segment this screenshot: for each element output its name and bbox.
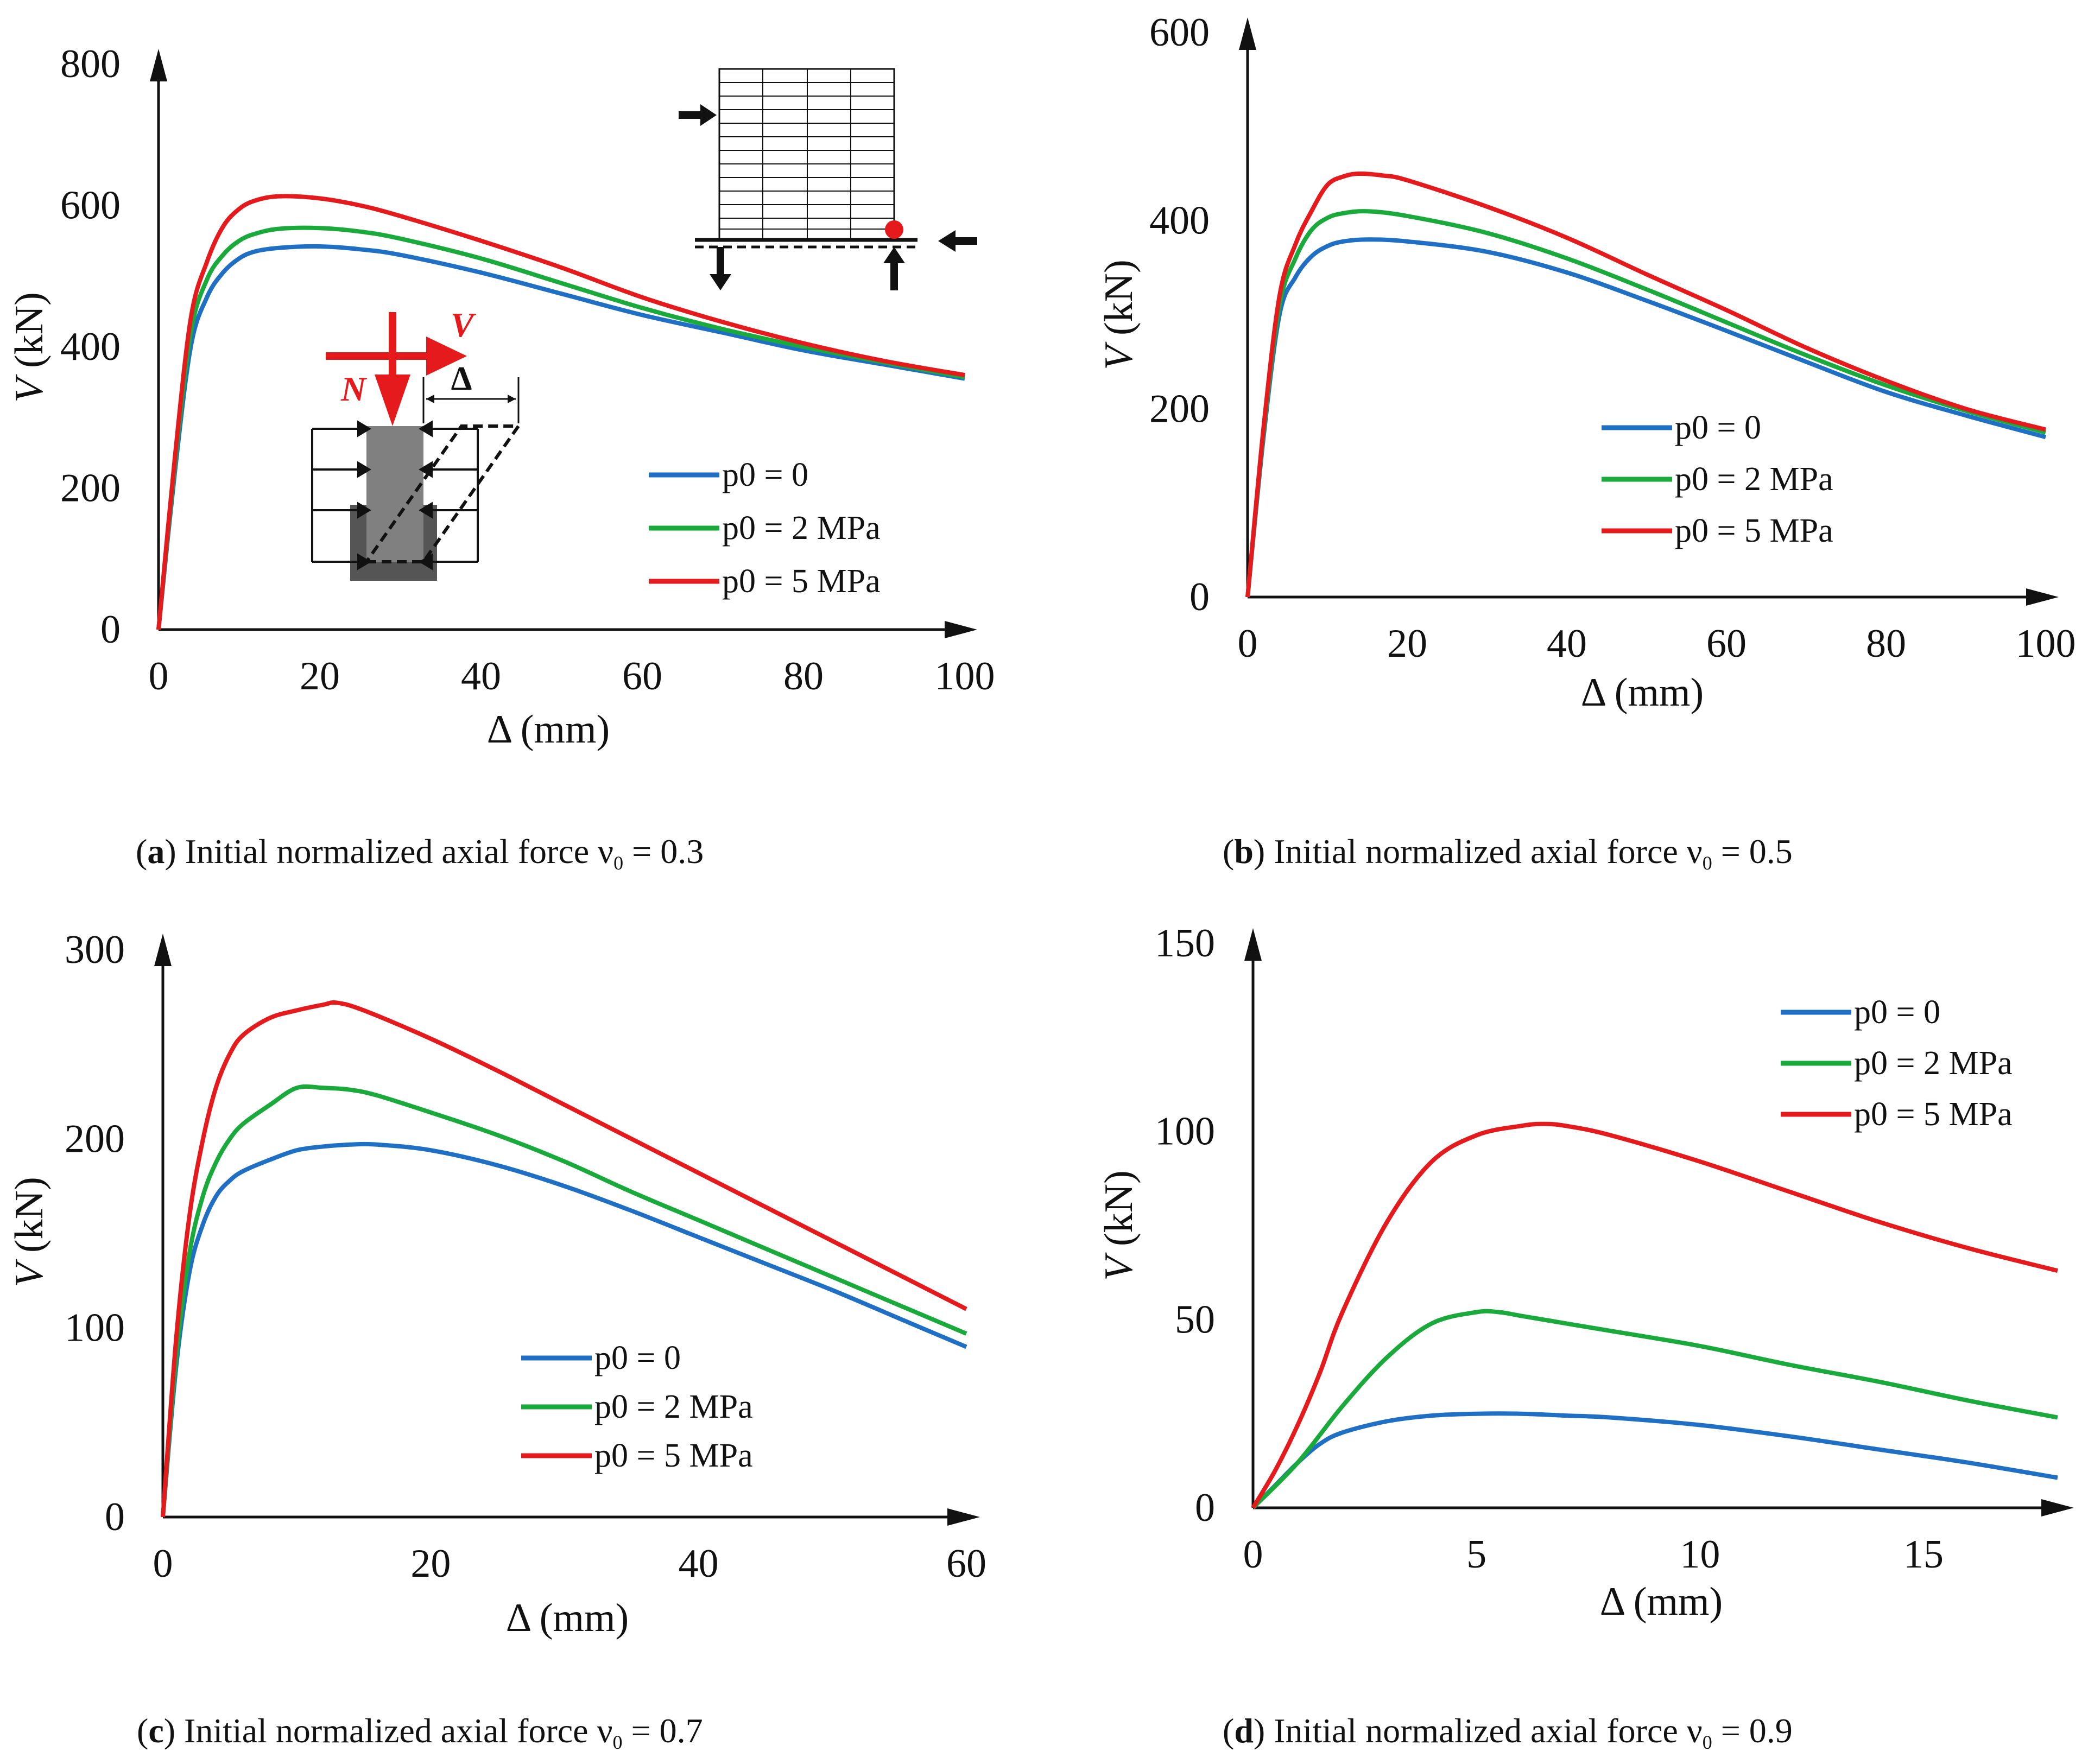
x-tick-label: 0 bbox=[149, 654, 169, 699]
y-axis-arrowhead bbox=[154, 934, 172, 966]
panel-b: 0 20 40 60 80 100 0 200 400 600 Δ (mm) V (kN) p0 = 0… bbox=[1097, 10, 2076, 874]
x-tick-label: 40 bbox=[679, 1541, 719, 1586]
x-axis-arrowhead bbox=[945, 621, 977, 638]
x-tick-label: 40 bbox=[461, 654, 501, 699]
x-tick-label: 80 bbox=[783, 654, 824, 699]
legend-label: p0 = 5 MPa bbox=[1675, 512, 1833, 549]
inset-column-shaft bbox=[366, 426, 423, 562]
x-tick-label: 0 bbox=[1243, 1532, 1263, 1577]
panel-c-plot: 0 20 40 60 0 100 200 300 Δ (mm) V (kN) p0 = 0 p0 = … bbox=[7, 928, 986, 1753]
panel-c: 0 20 40 60 0 100 200 300 Δ (mm) V (kN) p0 = 0 p0 = … bbox=[7, 928, 986, 1753]
x-axis-label: Δ (mm) bbox=[506, 1596, 629, 1640]
inset-v-label: V bbox=[451, 306, 477, 344]
series-line-p0-2 bbox=[1251, 1309, 2058, 1509]
x-axis-arrowhead bbox=[947, 1508, 980, 1526]
x-tick-label: 60 bbox=[946, 1541, 986, 1586]
series-line-p0-5 bbox=[156, 194, 965, 630]
series-line-p0-5 bbox=[1251, 1121, 2058, 1509]
y-tick-label: 200 bbox=[65, 1116, 125, 1161]
x-tick-label: 20 bbox=[1387, 621, 1427, 666]
x-tick-label: 100 bbox=[935, 654, 995, 699]
y-axis-arrowhead bbox=[150, 49, 167, 81]
y-tick-label: 50 bbox=[1175, 1297, 1215, 1342]
panel-a: 0 20 40 60 80 100 0 200 400 600 800 Δ (mm) V (kN) p0 … bbox=[7, 42, 995, 874]
y-axis-label: V (kN) bbox=[7, 292, 52, 402]
x-tick-label: 20 bbox=[410, 1541, 451, 1586]
legend-label: p0 = 5 MPa bbox=[1854, 1096, 2013, 1133]
y-tick-label: 800 bbox=[60, 42, 121, 86]
legend-label: p0 = 2 MPa bbox=[722, 510, 881, 547]
x-tick-label: 60 bbox=[1706, 621, 1747, 666]
inset-v-arrowhead bbox=[426, 337, 467, 376]
y-tick-label: 0 bbox=[100, 607, 121, 652]
legend-label: p0 = 5 MPa bbox=[594, 1437, 753, 1474]
y-tick-label: 400 bbox=[60, 325, 121, 369]
legend-label: p0 = 2 MPa bbox=[594, 1388, 753, 1425]
legend-label: p0 = 2 MPa bbox=[1675, 461, 1833, 498]
panel-a-plot: 0 20 40 60 80 100 0 200 400 600 800 Δ (mm) V (kN) p0 … bbox=[7, 42, 995, 874]
y-tick-label: 100 bbox=[65, 1306, 125, 1350]
y-axis-label: V (kN) bbox=[1097, 259, 1141, 370]
inset-delta-label: Δ bbox=[451, 360, 472, 397]
legend-label: p0 = 0 bbox=[1854, 994, 1940, 1031]
y-axis-label: V (kN) bbox=[7, 1177, 52, 1287]
x-tick-label: 5 bbox=[1466, 1532, 1486, 1577]
y-tick-label: 600 bbox=[1149, 10, 1210, 55]
x-axis-label: Δ (mm) bbox=[487, 707, 610, 752]
x-tick-label: 80 bbox=[1866, 621, 1906, 666]
series-line-p0-0 bbox=[1245, 237, 2047, 598]
legend-label: p0 = 0 bbox=[722, 456, 808, 493]
series-line-p0-5 bbox=[1245, 171, 2047, 598]
x-tick-label: 20 bbox=[300, 654, 340, 699]
y-tick-label: 0 bbox=[105, 1495, 125, 1539]
inset-pressure-arrows bbox=[311, 420, 479, 570]
x-tick-label: 0 bbox=[153, 1541, 173, 1586]
y-tick-label: 400 bbox=[1149, 199, 1210, 243]
x-tick-label: 0 bbox=[1238, 621, 1258, 666]
panel-a-inset-diagram: Δ N V bbox=[311, 306, 522, 581]
series-line-p0-0 bbox=[161, 1141, 967, 1518]
panel-b-plot: 0 20 40 60 80 100 0 200 400 600 Δ (mm) V (kN) p0 = 0… bbox=[1097, 10, 2076, 874]
panel-caption: (d) Initial normalized axial force ν0 = … bbox=[1223, 1711, 1793, 1753]
legend-label: p0 = 0 bbox=[1675, 409, 1761, 446]
y-axis-arrowhead bbox=[1239, 17, 1256, 50]
inset-deformed-outline bbox=[363, 424, 522, 563]
y-axis-label: V (kN) bbox=[1097, 1170, 1141, 1280]
panel-caption: (a) Initial normalized axial force ν0 = … bbox=[136, 832, 704, 874]
series-line-p0-0 bbox=[1251, 1411, 2058, 1509]
y-tick-label: 0 bbox=[1195, 1486, 1215, 1530]
panel-caption: (c) Initial normalized axial force ν0 = … bbox=[137, 1711, 703, 1753]
y-tick-label: 100 bbox=[1155, 1109, 1215, 1154]
y-axis-arrowhead bbox=[1244, 928, 1262, 961]
x-tick-label: 60 bbox=[622, 654, 662, 699]
series-line-p0-5 bbox=[161, 1000, 967, 1518]
panel-caption: (b) Initial normalized axial force ν0 = … bbox=[1223, 832, 1793, 874]
x-tick-label: 40 bbox=[1547, 621, 1587, 666]
x-axis-label: Δ (mm) bbox=[1600, 1579, 1723, 1624]
x-axis-arrowhead bbox=[2041, 1499, 2074, 1516]
x-tick-label: 15 bbox=[1903, 1532, 1944, 1577]
inset-n-label: N bbox=[340, 370, 368, 408]
y-tick-label: 200 bbox=[60, 466, 121, 511]
legend-label: p0 = 5 MPa bbox=[722, 563, 881, 600]
y-tick-label: 600 bbox=[60, 183, 121, 228]
series-line-p0-2 bbox=[161, 1084, 967, 1518]
x-axis-arrowhead bbox=[2026, 588, 2059, 606]
legend-label: p0 = 2 MPa bbox=[1854, 1045, 2013, 1082]
x-tick-label: 100 bbox=[2016, 621, 2076, 666]
inset-n-arrowhead bbox=[375, 375, 410, 426]
y-tick-label: 300 bbox=[65, 928, 125, 972]
x-axis-label: Δ (mm) bbox=[1581, 670, 1704, 715]
y-tick-label: 200 bbox=[1149, 386, 1210, 431]
panel-a-mesh-diagram bbox=[679, 68, 977, 290]
y-tick-label: 150 bbox=[1155, 921, 1215, 966]
legend-label: p0 = 0 bbox=[594, 1340, 681, 1376]
y-tick-label: 0 bbox=[1189, 575, 1210, 619]
x-tick-label: 10 bbox=[1680, 1532, 1720, 1577]
